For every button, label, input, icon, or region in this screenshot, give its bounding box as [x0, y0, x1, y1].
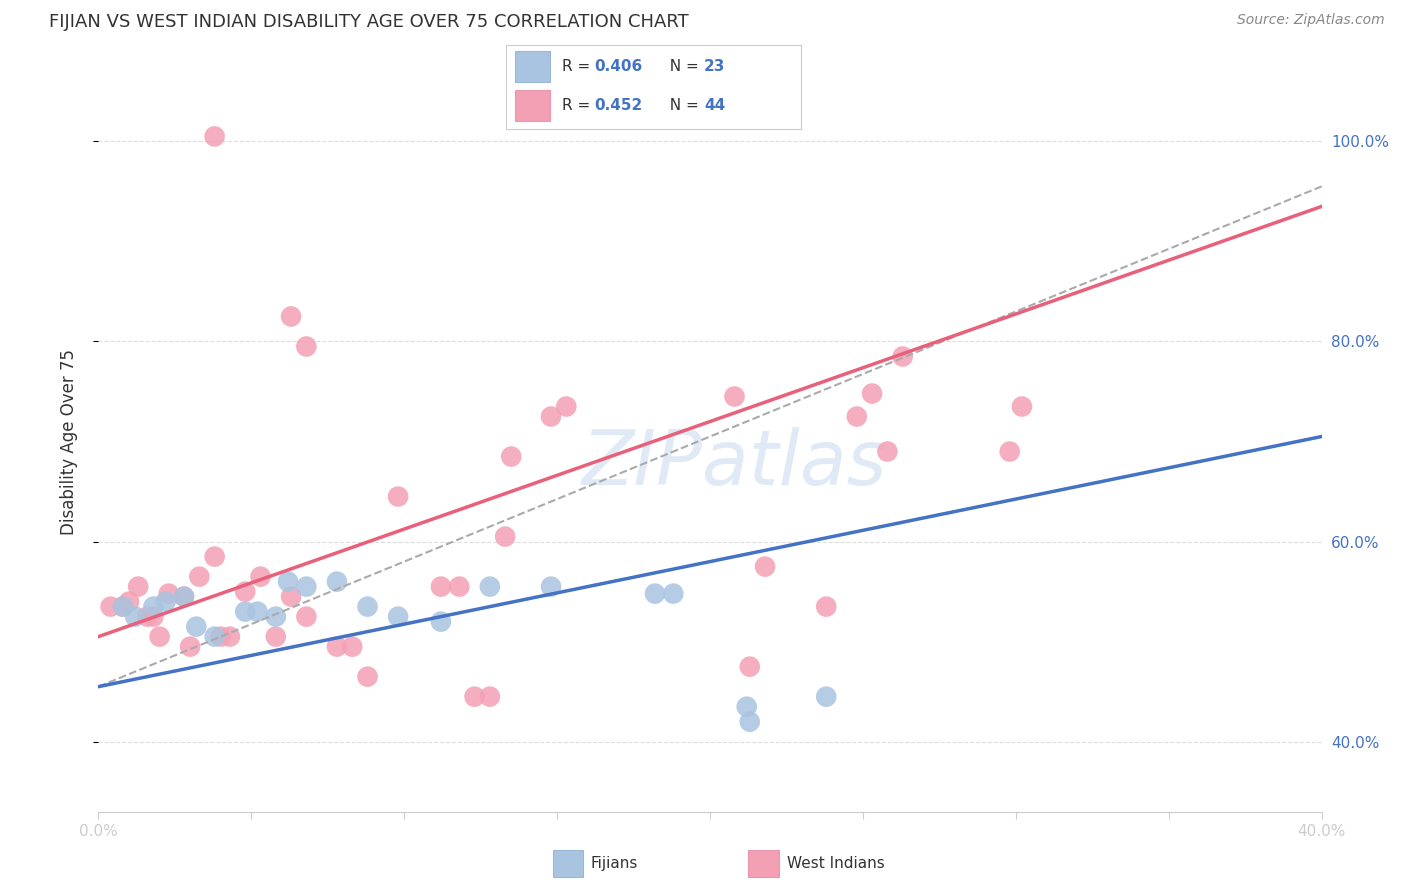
Point — [738, 714, 761, 729]
Point — [998, 444, 1021, 458]
Point — [815, 599, 838, 614]
Point — [356, 670, 378, 684]
Point — [735, 699, 758, 714]
Point — [387, 609, 409, 624]
Point — [204, 549, 226, 564]
Point — [356, 599, 378, 614]
Point — [280, 590, 302, 604]
Point — [501, 450, 523, 464]
Text: R =: R = — [562, 59, 595, 74]
Point — [264, 630, 287, 644]
Point — [142, 609, 165, 624]
Point — [280, 310, 302, 324]
Point — [204, 129, 226, 144]
Text: 44: 44 — [704, 98, 725, 113]
Point — [264, 609, 287, 624]
Point — [295, 339, 318, 353]
Point — [149, 630, 172, 644]
Text: R =: R = — [562, 98, 595, 113]
Point — [157, 586, 180, 600]
Point — [555, 400, 578, 414]
Point — [494, 530, 516, 544]
Text: 23: 23 — [704, 59, 725, 74]
Point — [111, 599, 134, 614]
Point — [136, 609, 159, 624]
Point — [387, 490, 409, 504]
Text: FIJIAN VS WEST INDIAN DISABILITY AGE OVER 75 CORRELATION CHART: FIJIAN VS WEST INDIAN DISABILITY AGE OVE… — [49, 13, 689, 31]
Point — [430, 580, 453, 594]
Point — [118, 594, 141, 608]
Text: N =: N = — [659, 98, 703, 113]
Point — [449, 580, 471, 594]
Point — [188, 569, 211, 583]
Point — [124, 609, 146, 624]
Point — [430, 615, 453, 629]
Point — [186, 619, 208, 633]
Text: 0.406: 0.406 — [595, 59, 643, 74]
Point — [860, 386, 883, 401]
Text: ZIPatlas: ZIPatlas — [582, 426, 887, 500]
Point — [173, 590, 195, 604]
Point — [540, 409, 562, 424]
Point — [233, 584, 256, 599]
Point — [891, 350, 914, 364]
Text: 0.452: 0.452 — [595, 98, 643, 113]
Point — [738, 659, 761, 673]
Y-axis label: Disability Age Over 75: Disability Age Over 75 — [59, 349, 77, 534]
Text: West Indians: West Indians — [787, 856, 886, 871]
Text: N =: N = — [659, 59, 703, 74]
Point — [662, 586, 685, 600]
Point — [478, 690, 501, 704]
Point — [219, 630, 242, 644]
Point — [845, 409, 868, 424]
Point — [233, 605, 256, 619]
Point — [342, 640, 364, 654]
Point — [209, 630, 232, 644]
Point — [326, 574, 349, 589]
Point — [204, 630, 226, 644]
Point — [540, 580, 562, 594]
Point — [173, 590, 195, 604]
Point — [754, 559, 776, 574]
Point — [876, 444, 898, 458]
Point — [100, 599, 122, 614]
Point — [478, 580, 501, 594]
Point — [179, 640, 201, 654]
Point — [127, 580, 149, 594]
Point — [815, 690, 838, 704]
Text: Source: ZipAtlas.com: Source: ZipAtlas.com — [1237, 13, 1385, 28]
Point — [644, 586, 666, 600]
Point — [1011, 400, 1033, 414]
Point — [326, 640, 349, 654]
Text: Fijians: Fijians — [591, 856, 638, 871]
Point — [246, 605, 269, 619]
Point — [295, 580, 318, 594]
Point — [111, 599, 134, 614]
Point — [142, 599, 165, 614]
Point — [155, 594, 177, 608]
Point — [464, 690, 486, 704]
Point — [249, 569, 271, 583]
Point — [295, 609, 318, 624]
Point — [277, 574, 299, 589]
Bar — [515, 90, 550, 120]
Bar — [515, 52, 550, 82]
Point — [723, 390, 745, 404]
